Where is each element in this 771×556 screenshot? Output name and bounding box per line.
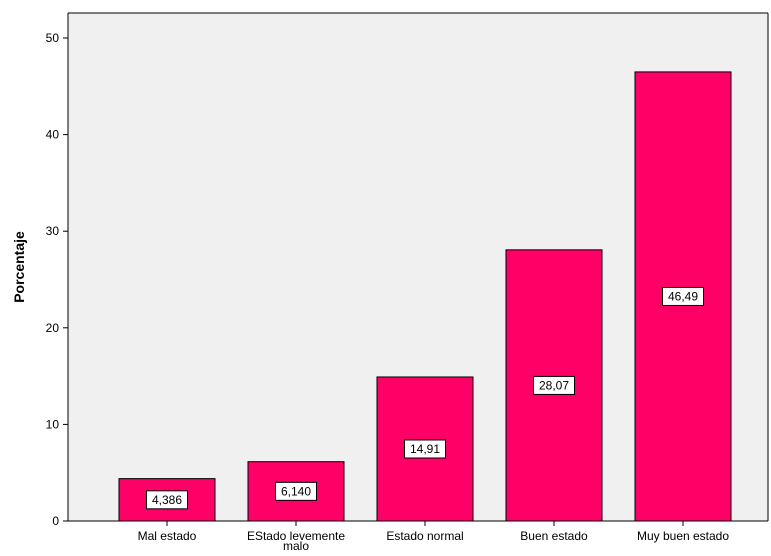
- data-label-text: 4,386: [152, 493, 182, 507]
- y-tick-label: 0: [52, 514, 59, 528]
- data-label: 6,140: [275, 481, 317, 501]
- x-tick-label: EStado levemente malo: [247, 529, 345, 553]
- y-tick-label: 10: [46, 417, 60, 431]
- data-label: 28,07: [533, 375, 575, 395]
- data-label-box: [146, 490, 188, 510]
- data-label-text: 6,140: [281, 484, 311, 498]
- data-label: 46,49: [662, 286, 704, 306]
- data-label-box: [662, 286, 704, 306]
- y-axis-ticks: 0 10 20 30 40 50: [46, 31, 68, 528]
- data-label-box: [404, 439, 446, 459]
- data-label-text: 46,49: [668, 289, 698, 303]
- x-axis-ticks: Mal estado EStado levemente malo Estado nor…: [138, 521, 729, 553]
- data-label-box: [533, 375, 575, 395]
- y-tick-label: 30: [46, 224, 60, 238]
- x-tick-label: Buen estado: [520, 529, 588, 543]
- y-tick-label: 20: [46, 321, 60, 335]
- x-tick-label: Muy buen estado: [637, 529, 729, 543]
- y-tick-label: 50: [46, 31, 60, 45]
- data-labels-layer: 4,386 6,140 14,91 28,07 46,49: [146, 286, 704, 510]
- data-label-box: [275, 481, 317, 501]
- x-tick-label: Mal estado: [138, 529, 197, 543]
- y-tick-label: 40: [46, 128, 60, 142]
- data-label: 14,91: [404, 439, 446, 459]
- data-label-text: 14,91: [410, 442, 440, 456]
- data-label-text: 28,07: [539, 378, 569, 392]
- x-tick-label: Estado normal: [386, 529, 463, 543]
- y-axis-title: Porcentaje: [11, 231, 27, 303]
- data-label: 4,386: [146, 490, 188, 510]
